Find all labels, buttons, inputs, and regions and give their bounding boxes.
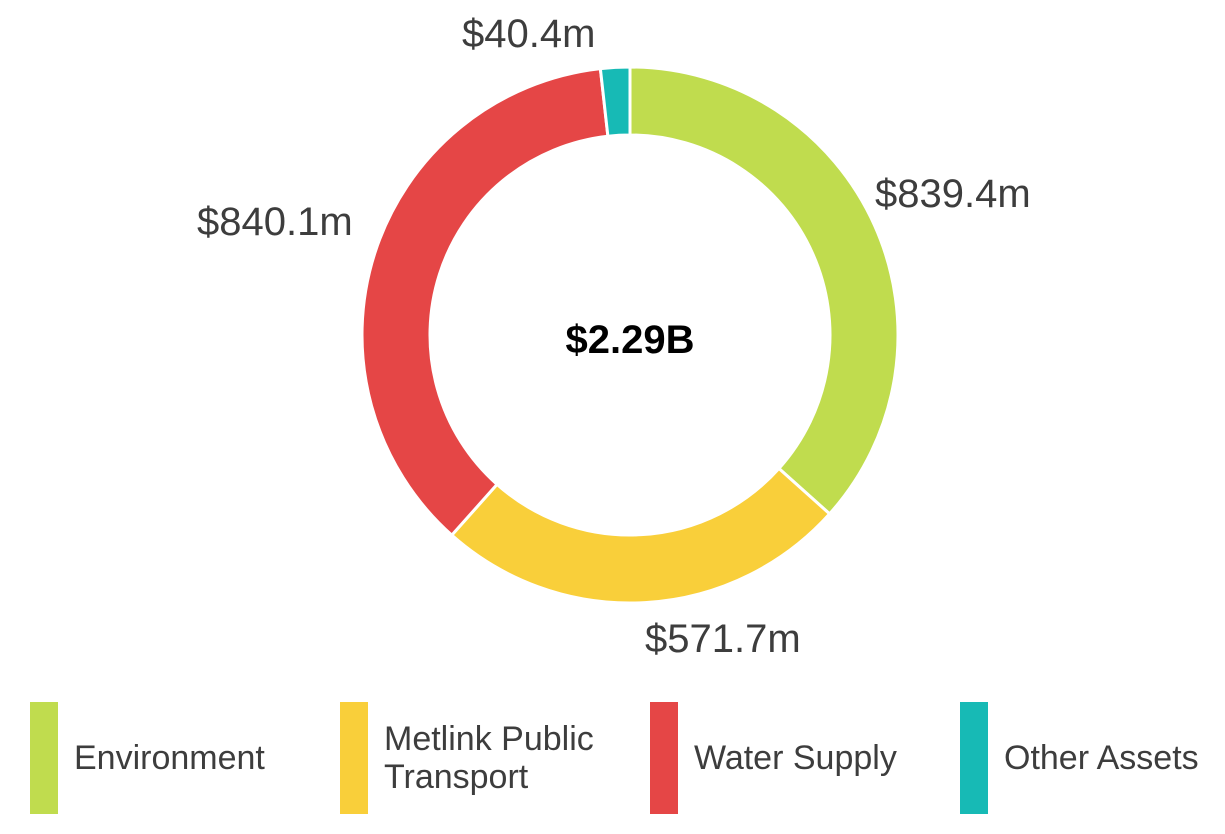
donut-segment-environment bbox=[628, 65, 900, 516]
legend-item-metlink: Metlink Public Transport bbox=[340, 702, 594, 814]
legend-swatch bbox=[30, 702, 58, 814]
legend-item-other-assets: Other Assets bbox=[960, 702, 1199, 814]
data-label-metlink: $571.7m bbox=[645, 617, 801, 661]
legend-item-water-supply: Water Supply bbox=[650, 702, 897, 814]
donut-segment-water-supply bbox=[360, 66, 610, 538]
legend-label: Water Supply bbox=[694, 739, 897, 777]
donut-segment-metlink-public-transport bbox=[449, 466, 832, 605]
legend-swatch bbox=[650, 702, 678, 814]
legend-label: Metlink Public Transport bbox=[384, 720, 594, 796]
legend-swatch bbox=[960, 702, 988, 814]
legend-item-environment: Environment bbox=[30, 702, 265, 814]
legend-label: Other Assets bbox=[1004, 739, 1199, 777]
donut-segment-other-assets bbox=[598, 65, 632, 138]
data-label-other-assets: $40.4m bbox=[462, 12, 596, 56]
total-label: $2.29B bbox=[565, 318, 695, 362]
legend-label: Environment bbox=[74, 739, 265, 777]
legend-swatch bbox=[340, 702, 368, 814]
data-label-water-supply: $840.1m bbox=[197, 200, 353, 244]
data-label-environment: $839.4m bbox=[875, 172, 1031, 216]
